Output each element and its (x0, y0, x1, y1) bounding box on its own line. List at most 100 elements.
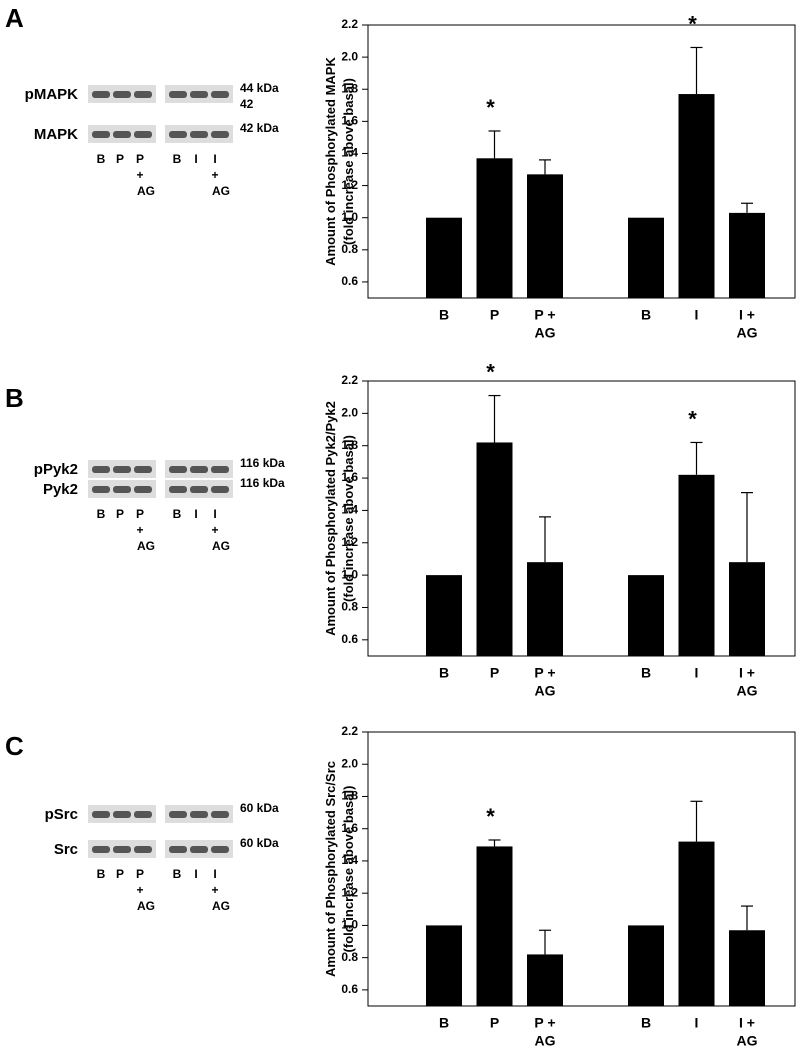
y-tick-label: 1.0 (341, 210, 358, 224)
y-tick-label: 2.2 (341, 724, 358, 738)
y-axis-label-line: Amount of Phosphorylated MAPK (323, 57, 338, 266)
error-bar (539, 516, 551, 563)
y-axis-label-line: Amount of Phosphorylated Src/Src (323, 761, 338, 977)
significance-marker: * (486, 95, 495, 120)
blot-kda-label: 116 kDa (240, 476, 285, 490)
blot-band (190, 466, 208, 473)
blot-band (92, 811, 110, 818)
x-tick-label: I + (739, 665, 755, 681)
y-tick-label: 1.2 (341, 885, 358, 899)
blot-kda-label: 60 kDa (240, 836, 279, 850)
blot-band (190, 91, 208, 98)
bar (678, 94, 715, 298)
blot-kda-label: 42 (240, 97, 254, 111)
y-axis-label-line: (fold increase above basal) (341, 786, 356, 953)
blot-band (113, 486, 131, 493)
blot-lane-label: AG (212, 184, 230, 198)
y-tick-label: 1.0 (341, 918, 358, 932)
x-tick-label: AG (737, 1033, 758, 1049)
blot-band (211, 91, 229, 98)
x-tick-label: I (695, 665, 699, 681)
plot-frame (367, 24, 796, 299)
blot-band (169, 466, 187, 473)
error-bar (741, 905, 753, 931)
error-bar (741, 202, 753, 213)
blot-band (169, 846, 187, 853)
blot-band (113, 466, 131, 473)
significance-marker: * (688, 11, 697, 36)
y-axis-label-line: (fold increase above basal) (341, 78, 356, 245)
blot-band (113, 91, 131, 98)
blot-lane-label: I (213, 867, 216, 881)
blot-lane-label: P (116, 867, 124, 881)
bar (678, 474, 715, 656)
y-axis-label: Amount of Phosphorylated Pyk2/Pyk2 (fold … (323, 401, 356, 636)
blot-band (92, 131, 110, 138)
y-tick-label: 1.4 (341, 853, 358, 867)
x-tick-label: P (490, 665, 499, 681)
error-bar (690, 800, 703, 842)
x-tick-label: B (439, 665, 449, 681)
significance-marker: * (486, 804, 495, 829)
bar (476, 846, 513, 1006)
blot-lane-label: + (211, 883, 218, 897)
y-tick-label: 1.0 (341, 567, 358, 581)
blot-lane-label: B (97, 867, 106, 881)
y-tick-label: 0.6 (341, 982, 358, 996)
blot-lane-label: AG (137, 184, 155, 198)
blot-band (134, 811, 152, 818)
blot-lane-label: AG (137, 899, 155, 913)
blot-lane-label: B (173, 867, 182, 881)
bar (729, 930, 765, 1006)
error-bar (690, 441, 703, 475)
blot-band (211, 846, 229, 853)
y-tick-label: 0.8 (341, 600, 358, 614)
y-tick-label: 1.8 (341, 81, 358, 95)
blot-lane-label: I (194, 867, 197, 881)
blot-row-label: Pyk2 (43, 481, 78, 498)
blot-lane-label: I (213, 507, 216, 521)
bar (729, 562, 765, 656)
x-tick-label: B (439, 1015, 449, 1031)
bar (527, 954, 563, 1006)
x-tick-label: P (490, 307, 499, 323)
blot-lane-label: I (213, 152, 216, 166)
panel-label: B (5, 383, 24, 413)
x-tick-label: B (641, 1015, 651, 1031)
blot-lane-label: P (116, 152, 124, 166)
bar (527, 174, 563, 298)
blot-band (134, 131, 152, 138)
blot-row-label: pMAPK (25, 86, 78, 103)
bar (476, 442, 513, 656)
blot-band (169, 811, 187, 818)
y-tick-label: 2.2 (341, 17, 358, 31)
y-tick-label: 2.0 (341, 756, 358, 770)
blot-band (92, 91, 110, 98)
blot-band (169, 131, 187, 138)
blot-band (113, 846, 131, 853)
y-tick-label: 0.6 (341, 632, 358, 646)
blot-row-label: Src (54, 841, 78, 858)
x-tick-label: AG (737, 683, 758, 699)
x-tick-label: P (490, 1015, 499, 1031)
blot-band (190, 846, 208, 853)
bar (628, 217, 664, 298)
y-tick-label: 1.6 (341, 821, 358, 835)
blot-lane-label: B (173, 507, 182, 521)
x-tick-label: AG (737, 325, 758, 341)
blot-band (113, 131, 131, 138)
significance-marker: * (486, 359, 495, 384)
blot-band (169, 91, 187, 98)
blot-band (169, 486, 187, 493)
bar (729, 212, 765, 298)
blot-band (134, 91, 152, 98)
blot-band (211, 486, 229, 493)
blot-lane-label: P (136, 152, 144, 166)
y-tick-label: 1.8 (341, 789, 358, 803)
x-tick-label: I (695, 307, 699, 323)
error-bar (539, 159, 551, 175)
bar (678, 841, 715, 1006)
blot-lane-label: + (136, 523, 143, 537)
blot-band (92, 486, 110, 493)
bar (628, 925, 664, 1006)
